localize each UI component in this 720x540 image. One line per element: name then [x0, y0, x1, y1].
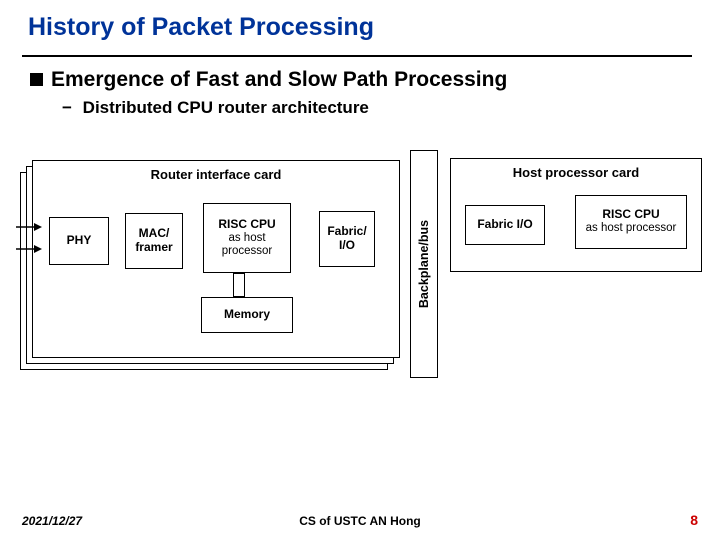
- router-card-caption: Router interface card: [33, 167, 399, 182]
- fabric-io-box: Fabric/ I/O: [319, 211, 375, 267]
- mac-framer-box: MAC/ framer: [125, 213, 183, 269]
- bullet-2-text: Distributed CPU router architecture: [83, 98, 369, 117]
- memory-label: Memory: [202, 308, 292, 322]
- phy-in-arrow-2: [16, 244, 42, 254]
- risc-line3: processor: [204, 245, 290, 258]
- bullet-1-text: Emergence of Fast and Slow Path Processi…: [51, 68, 507, 92]
- memory-box: Memory: [201, 297, 293, 333]
- footer-center: CS of USTC AN Hong: [0, 514, 720, 528]
- host-risc-line2: as host processor: [576, 222, 686, 235]
- risc-line2: as host: [204, 232, 290, 245]
- host-risc-cpu-box: RISC CPU as host processor: [575, 195, 687, 249]
- risc-cpu-box: RISC CPU as host processor: [203, 203, 291, 273]
- bullet-level-2: − Distributed CPU router architecture: [62, 98, 369, 118]
- risc-line1: RISC CPU: [204, 218, 290, 232]
- backplane-bus-box: Backplane/bus: [410, 150, 438, 378]
- fabric-line2: I/O: [320, 239, 374, 253]
- mac-line2: framer: [126, 241, 182, 255]
- mac-line1: MAC/: [126, 227, 182, 241]
- phy-label: PHY: [50, 234, 108, 248]
- host-risc-line1: RISC CPU: [576, 208, 686, 222]
- router-card-front: Router interface card PHY MAC/ framer RI…: [32, 160, 400, 358]
- footer-page-number: 8: [690, 512, 698, 528]
- dash-bullet-icon: −: [62, 98, 72, 117]
- slide-title: History of Packet Processing: [28, 13, 374, 42]
- host-card-caption: Host processor card: [451, 165, 701, 180]
- bullet-level-1: Emergence of Fast and Slow Path Processi…: [30, 68, 507, 92]
- square-bullet-icon: [30, 73, 43, 86]
- host-processor-card: Host processor card Fabric I/O RISC CPU …: [450, 158, 702, 272]
- risc-memory-connector: [233, 273, 245, 297]
- host-fabric-io-box: Fabric I/O: [465, 205, 545, 245]
- title-rule: [22, 55, 692, 57]
- router-interface-card-stack: Router interface card PHY MAC/ framer RI…: [20, 160, 400, 370]
- host-fabric-label: Fabric I/O: [466, 218, 544, 232]
- fabric-line1: Fabric/: [320, 225, 374, 239]
- backplane-label: Backplane/bus: [417, 220, 431, 308]
- phy-in-arrow-1: [16, 222, 42, 232]
- phy-box: PHY: [49, 217, 109, 265]
